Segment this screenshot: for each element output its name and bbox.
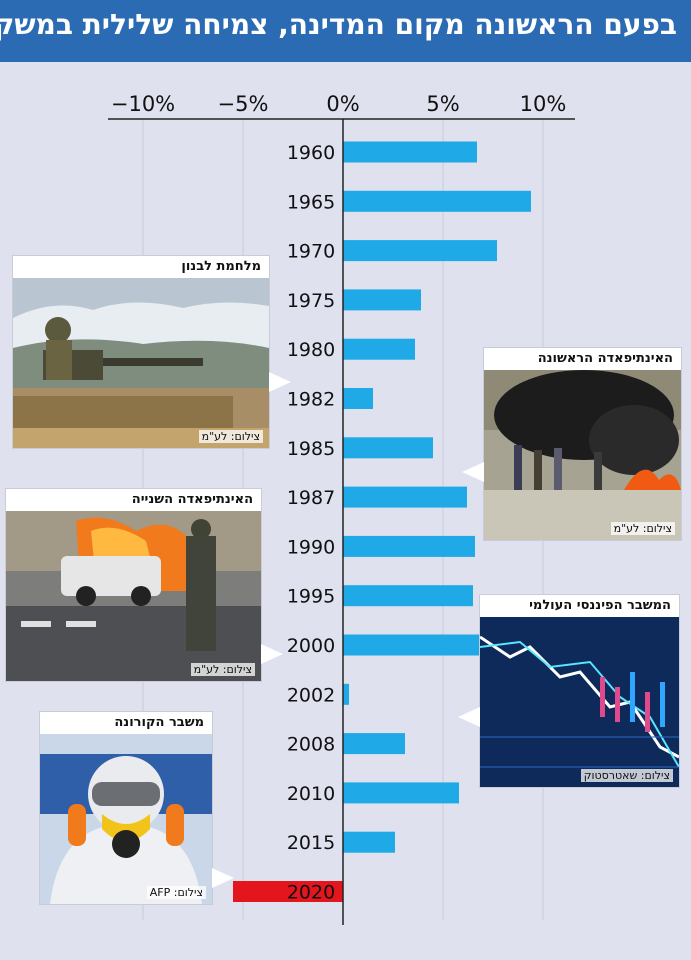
category-label: 2020 (287, 882, 335, 904)
photo-credit: צילום: לע"מ (198, 430, 263, 443)
burning-car-photo: צילום: לע"מ (6, 511, 261, 681)
callout-pointer (212, 868, 234, 888)
photo-credit: צילום: שאטרסטוק (580, 769, 673, 782)
bar (343, 782, 459, 804)
x-tick-label: −5% (218, 92, 269, 116)
bar (233, 881, 343, 902)
bar (343, 289, 421, 311)
category-label: 1995 (287, 586, 335, 608)
x-tick-label: 5% (426, 92, 459, 116)
callout-pointer (462, 462, 484, 482)
category-label: 1975 (287, 290, 335, 312)
bar (343, 141, 477, 163)
category-label: 1990 (287, 536, 335, 558)
x-tick-label: 0% (326, 92, 359, 116)
callout-financial-crisis: המשבר הפיננסי העולמי צילום: שאטרסטוק (480, 595, 679, 787)
category-label: 1987 (287, 487, 335, 509)
category-label: 2008 (287, 734, 335, 756)
bar (343, 240, 497, 262)
category-label: 2002 (287, 684, 335, 706)
bar (343, 190, 531, 212)
callout-pointer (269, 372, 291, 392)
callout-first-intifada: האינתיפאדה הראשונה צילום: לע"מ (484, 348, 681, 540)
page-title: בפעם הראשונה מקום המדינה, צמיחה שלילית ב… (0, 8, 677, 41)
bar (343, 388, 373, 409)
category-label: 2015 (287, 832, 335, 854)
x-tick-label: 10% (520, 92, 567, 116)
category-label: 1982 (287, 389, 335, 411)
bar (343, 831, 395, 853)
category-label: 1980 (287, 339, 335, 361)
header-banner: בפעם הראשונה מקום המדינה, צמיחה שלילית ב… (0, 0, 691, 62)
category-label: 1965 (287, 191, 335, 213)
callout-pointer (458, 707, 480, 727)
x-tick-label: −10% (111, 92, 175, 116)
photo-credit: צילום: לע"מ (610, 522, 675, 535)
bar (343, 683, 349, 705)
bar (343, 535, 475, 557)
bar (343, 486, 467, 508)
photo-credit: צילום: AFP (146, 886, 206, 899)
burning-tires-photo: צילום: לע"מ (484, 370, 681, 540)
photo-credit: צילום: לע"מ (190, 663, 255, 676)
category-label: 2010 (287, 783, 335, 805)
category-label: 1970 (287, 241, 335, 263)
bar (343, 585, 473, 607)
category-label: 1960 (287, 142, 335, 164)
category-label: 1985 (287, 438, 335, 460)
tank-photo: צילום: לע"מ (13, 278, 269, 448)
bar (343, 634, 515, 656)
category-label: 2000 (287, 635, 335, 657)
callout-title: מלחמת לבנון (13, 256, 269, 278)
callout-title: האינתיפאדה השנייה (6, 489, 261, 511)
gas-mask-photo: צילום: AFP (40, 734, 212, 904)
bar (343, 338, 415, 360)
callout-title: משבר הקורונה (40, 712, 212, 734)
callout-pointer (261, 644, 283, 664)
stock-chart-photo: צילום: שאטרסטוק (480, 617, 679, 787)
callout-title: המשבר הפיננסי העולמי (480, 595, 679, 617)
callout-title: האינתיפאדה הראשונה (484, 348, 681, 370)
callout-lebanon-war: מלחמת לבנון צילום: לע"מ (13, 256, 269, 448)
callout-corona-crisis: משבר הקורונה צילום: AFP (40, 712, 212, 904)
bar (343, 733, 405, 755)
callout-second-intifada: האינתיפאדה השנייה צילום: לע"מ (6, 489, 261, 681)
bar (343, 437, 433, 459)
